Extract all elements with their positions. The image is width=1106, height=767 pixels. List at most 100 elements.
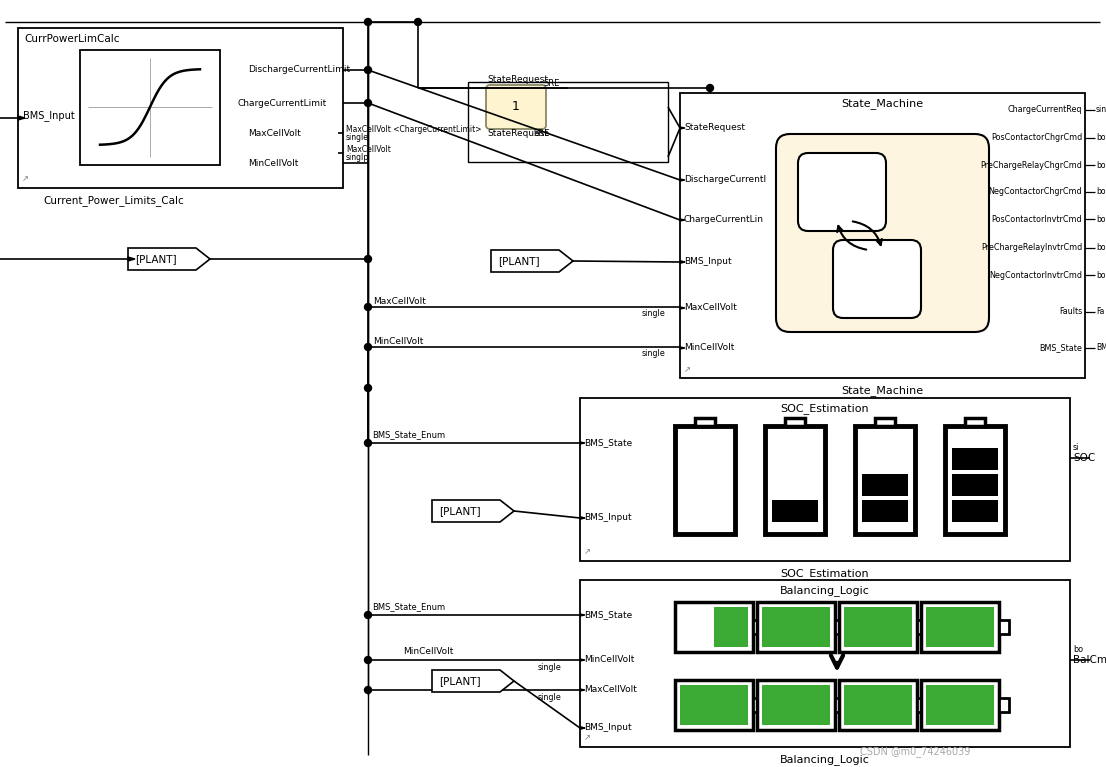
Text: MinCellVolt: MinCellVolt	[373, 337, 424, 345]
Bar	[835, 698, 845, 712]
Text: PreChargeRelayInvtrCmd: PreChargeRelayInvtrCmd	[981, 243, 1082, 252]
Text: MaxCellVolt: MaxCellVolt	[684, 304, 737, 312]
Bar	[844, 685, 878, 725]
Bar	[785, 418, 805, 426]
Bar	[580, 580, 1070, 747]
Text: PosContactorInvtrCmd: PosContactorInvtrCmd	[991, 215, 1082, 223]
Polygon shape	[680, 347, 685, 349]
Text: MinCellVolt: MinCellVolt	[403, 647, 453, 657]
Text: SRE: SRE	[534, 129, 551, 137]
Polygon shape	[128, 257, 135, 261]
Text: StateRequest: StateRequest	[487, 129, 547, 137]
Text: [PLANT]: [PLANT]	[135, 254, 177, 264]
Text: SOC: SOC	[1073, 453, 1095, 463]
Bar	[952, 500, 998, 522]
Bar	[675, 426, 735, 534]
Text: BMS_State_Enum: BMS_State_Enum	[372, 430, 445, 439]
Text: single: single	[346, 133, 369, 141]
Text: BalCmd: BalCmd	[1073, 655, 1106, 665]
Bar	[580, 398, 1070, 561]
Bar	[753, 698, 763, 712]
Bar	[765, 426, 825, 534]
Bar	[714, 685, 748, 725]
Text: MaxCellVolt: MaxCellVolt	[584, 686, 637, 694]
Text: 1: 1	[512, 100, 520, 114]
Bar	[675, 680, 753, 730]
Text: PosContactorChgrCmd: PosContactorChgrCmd	[991, 133, 1082, 143]
Bar	[839, 680, 917, 730]
Bar	[952, 448, 998, 470]
Text: MinCellVolt: MinCellVolt	[684, 344, 734, 353]
Polygon shape	[580, 727, 585, 729]
FancyBboxPatch shape	[833, 240, 921, 318]
Text: BM: BM	[1096, 344, 1106, 353]
Text: CSDN @m0_74246039: CSDN @m0_74246039	[860, 746, 970, 758]
Text: [PLANT]: [PLANT]	[439, 676, 481, 686]
Text: SOC_Estimation: SOC_Estimation	[781, 403, 869, 414]
Bar	[875, 418, 895, 426]
Bar	[960, 607, 994, 647]
Bar	[855, 426, 915, 534]
Bar	[80, 50, 220, 165]
Polygon shape	[580, 689, 585, 691]
Text: BMS_State: BMS_State	[584, 439, 633, 447]
Text: DischargeCurrentLimit: DischargeCurrentLimit	[248, 65, 351, 74]
FancyBboxPatch shape	[776, 134, 989, 332]
Text: MaxCellVolt: MaxCellVolt	[373, 297, 426, 305]
Text: CurrPowerLimCalc: CurrPowerLimCalc	[24, 34, 119, 44]
FancyBboxPatch shape	[799, 153, 886, 231]
Text: MinCellVolt: MinCellVolt	[248, 159, 299, 167]
Bar	[917, 620, 927, 634]
Text: bo: bo	[1096, 160, 1106, 170]
Text: ↗: ↗	[584, 733, 591, 742]
Bar	[762, 607, 796, 647]
Circle shape	[365, 255, 372, 262]
Circle shape	[365, 344, 372, 351]
Circle shape	[707, 84, 713, 91]
Bar	[753, 620, 763, 634]
Text: BMS_State: BMS_State	[1040, 344, 1082, 353]
Text: PreChargeRelayChgrCmd: PreChargeRelayChgrCmd	[980, 160, 1082, 170]
Polygon shape	[491, 250, 573, 272]
Polygon shape	[432, 500, 514, 522]
Text: ChargeCurrentLin: ChargeCurrentLin	[684, 216, 764, 225]
Polygon shape	[680, 219, 685, 221]
Polygon shape	[580, 517, 585, 519]
Text: NegContactorChgrCmd: NegContactorChgrCmd	[989, 187, 1082, 196]
Text: StateRequest: StateRequest	[684, 123, 745, 133]
Polygon shape	[580, 659, 585, 661]
Text: NegContactorInvtrCmd: NegContactorInvtrCmd	[989, 271, 1082, 279]
Circle shape	[365, 439, 372, 446]
Polygon shape	[680, 127, 685, 129]
Text: Faults: Faults	[1058, 308, 1082, 317]
Text: SOC_Estimation: SOC_Estimation	[781, 568, 869, 579]
Bar	[926, 685, 960, 725]
Text: ↗: ↗	[22, 175, 29, 183]
Bar	[921, 680, 999, 730]
Bar	[468, 82, 668, 162]
Bar	[862, 474, 908, 496]
Text: singlp: singlp	[346, 153, 369, 162]
Text: Balancing_Logic: Balancing_Logic	[780, 755, 870, 765]
Text: bo: bo	[1096, 187, 1106, 196]
Text: ChargeCurrentLimit: ChargeCurrentLimit	[238, 98, 327, 107]
Text: BMS_Input: BMS_Input	[584, 723, 632, 732]
Text: DischargeCurrentl: DischargeCurrentl	[684, 176, 766, 185]
Bar	[714, 607, 748, 647]
Text: BMS_Input: BMS_Input	[584, 513, 632, 522]
Polygon shape	[432, 670, 514, 692]
Bar	[18, 28, 343, 188]
Bar	[952, 474, 998, 496]
Text: Current_Power_Limits_Calc: Current_Power_Limits_Calc	[43, 196, 184, 206]
Text: SRE: SRE	[544, 80, 561, 88]
Text: single: single	[641, 350, 666, 358]
Polygon shape	[128, 248, 210, 270]
Bar	[926, 607, 960, 647]
Bar	[878, 685, 912, 725]
Text: bo: bo	[1096, 243, 1106, 252]
Polygon shape	[18, 116, 25, 120]
Circle shape	[365, 686, 372, 693]
Bar	[966, 418, 985, 426]
Bar	[960, 685, 994, 725]
Text: bo: bo	[1096, 215, 1106, 223]
